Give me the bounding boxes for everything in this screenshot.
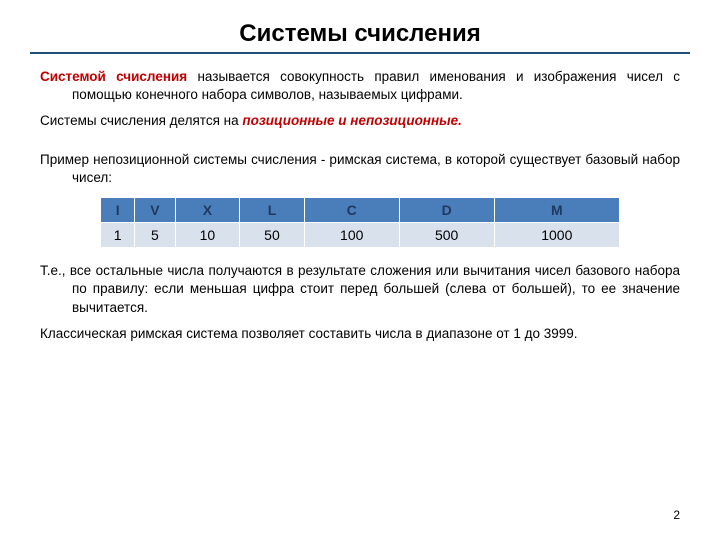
page-title: Системы счисления [40,20,680,48]
paragraph-rule: Т.е., все остальные числа получаются в р… [40,262,680,317]
value-cell: 1000 [494,223,619,248]
value-cell: 10 [175,223,240,248]
slide-container: Системы счисления Системой счисления наз… [0,0,720,540]
header-cell: I [101,198,135,223]
value-cell: 5 [135,223,175,248]
header-cell: D [399,198,494,223]
roman-numerals-table-container: I V X L C D M 1 5 10 50 100 500 1000 [100,197,620,248]
definition-term: Системой счисления [40,69,187,84]
header-cell: X [175,198,240,223]
page-number: 2 [673,508,680,522]
table-header-row: I V X L C D M [101,198,620,223]
paragraph-example: Пример непозиционной системы счисления -… [40,151,680,187]
paragraph-types: Системы счисления делятся на позиционные… [40,112,680,130]
roman-numerals-table: I V X L C D M 1 5 10 50 100 500 1000 [100,197,620,248]
table-row: 1 5 10 50 100 500 1000 [101,223,620,248]
types-highlight: позиционные и непозиционные. [242,113,462,128]
value-cell: 50 [240,223,305,248]
value-cell: 100 [304,223,399,248]
types-prefix: Системы счисления делятся на [40,113,242,128]
paragraph-definition: Системой счисления называется совокупнос… [40,68,680,104]
header-cell: L [240,198,305,223]
value-cell: 500 [399,223,494,248]
header-cell: M [494,198,619,223]
title-underline [30,52,690,54]
spacer [40,139,680,151]
header-cell: V [135,198,175,223]
value-cell: 1 [101,223,135,248]
paragraph-range: Классическая римская система позволяет с… [40,325,680,343]
header-cell: C [304,198,399,223]
